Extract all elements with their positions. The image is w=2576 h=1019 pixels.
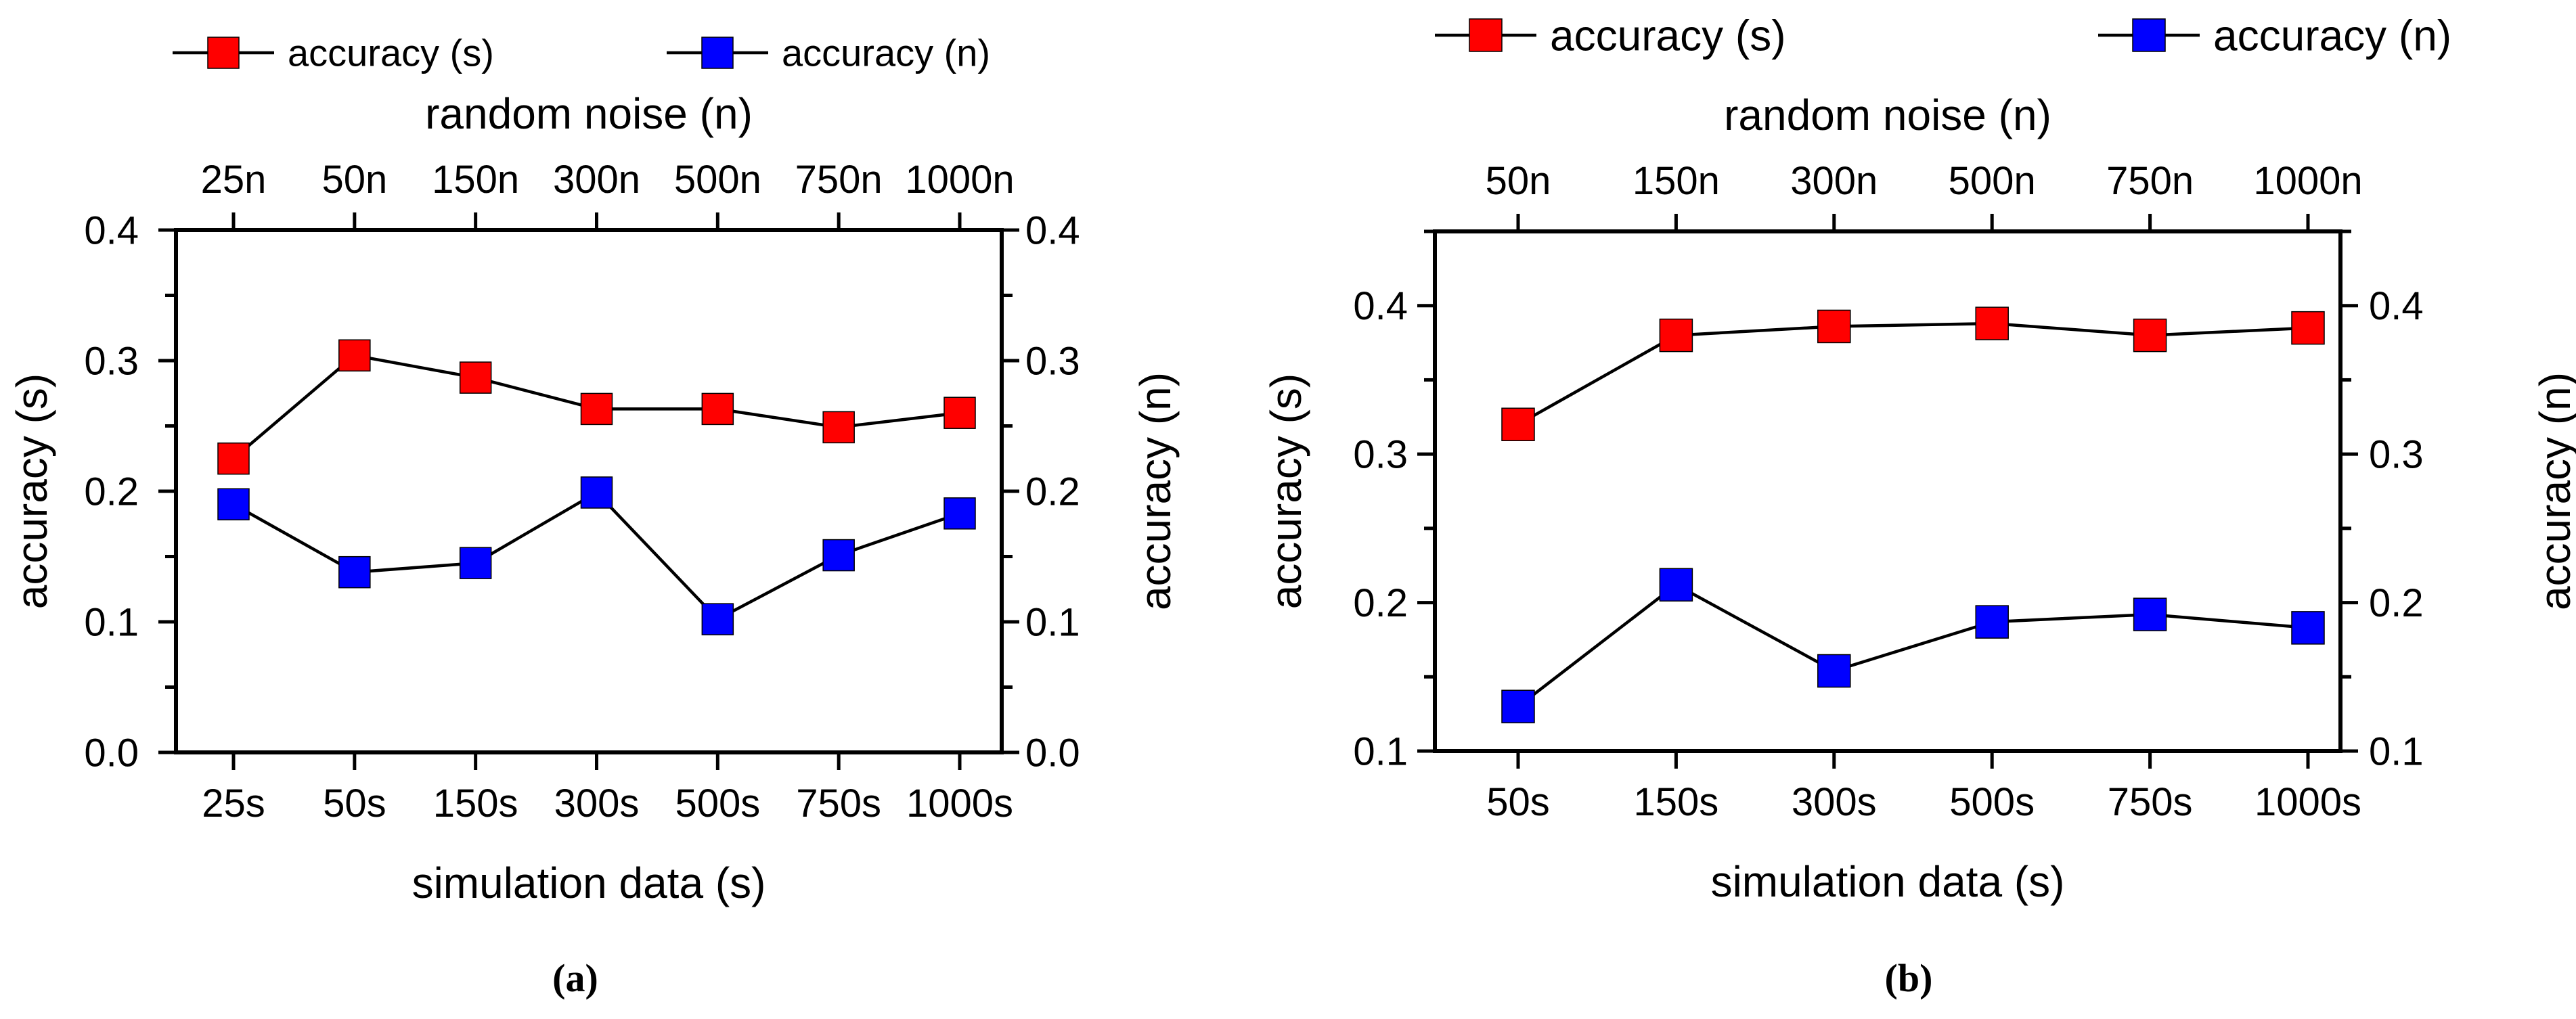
x-top-tick-label: 50n — [1486, 159, 1551, 203]
y-left-tick-label: 0.4 — [1353, 284, 1408, 328]
data-point-s — [2291, 311, 2325, 345]
data-point-s — [217, 443, 250, 475]
data-point-n — [459, 547, 492, 579]
data-point-n — [338, 556, 371, 589]
data-point-n — [1501, 689, 1535, 723]
x-top-tick-label: 25n — [201, 158, 267, 202]
data-point-s — [1975, 307, 2009, 340]
x-bottom-tick-label: 750s — [2108, 780, 2193, 824]
x-top-tick-label: 150n — [1633, 159, 1720, 203]
x-top-tick-label: 500n — [1949, 159, 2036, 203]
data-point-s — [1817, 309, 1851, 344]
x-top-tick-label: 750n — [795, 158, 883, 202]
x-bottom-tick-label: 750s — [796, 782, 881, 825]
data-point-s — [822, 411, 855, 444]
legend-marker — [2132, 18, 2166, 52]
x-bottom-tick-label: 500s — [675, 782, 760, 825]
data-point-n — [1817, 654, 1851, 688]
y-right-tick-label: 0.4 — [1025, 208, 1080, 252]
data-point-n — [822, 539, 855, 572]
data-point-s — [1501, 407, 1535, 442]
x-top-tick-label: 750n — [2106, 159, 2194, 203]
y-right-tick-label: 0.0 — [1025, 731, 1080, 775]
data-point-s — [943, 397, 976, 429]
x-top-tick-label: 300n — [553, 158, 640, 202]
x-top-tick-label: 1000n — [905, 158, 1014, 202]
y-right-tick-label: 0.1 — [2369, 729, 2424, 773]
y-left-tick-label: 0.0 — [84, 731, 139, 775]
x-top-tick-label: 150n — [432, 158, 519, 202]
data-point-n — [580, 476, 613, 509]
x-top-axis-title: random noise (n) — [1724, 91, 2051, 139]
x-top-tick-label: 300n — [1790, 159, 1878, 203]
data-point-n — [701, 603, 734, 635]
data-point-s — [2133, 318, 2167, 353]
x-bottom-tick-label: 150s — [433, 782, 518, 825]
y-right-tick-label: 0.1 — [1025, 600, 1080, 644]
x-bottom-tick-label: 1000s — [906, 782, 1013, 825]
x-bottom-tick-label: 1000s — [2255, 780, 2361, 824]
y-right-axis-title: accuracy (n) — [2531, 372, 2576, 610]
data-point-s — [701, 392, 734, 426]
y-left-tick-label: 0.1 — [1353, 729, 1408, 773]
data-point-s — [338, 339, 371, 372]
y-left-axis-title: accuracy (s) — [1262, 373, 1310, 610]
x-bottom-tick-label: 500s — [1949, 780, 2035, 824]
y-right-tick-label: 0.3 — [2369, 432, 2424, 476]
data-point-n — [1659, 568, 1693, 602]
x-bottom-tick-label: 25s — [202, 782, 265, 825]
x-top-tick-label: 500n — [674, 158, 761, 202]
legend-label: accuracy (s) — [1550, 11, 1786, 60]
legend-label: accuracy (s) — [288, 32, 494, 74]
y-left-tick-label: 0.3 — [84, 339, 139, 383]
y-left-axis-title: accuracy (s) — [7, 373, 56, 610]
y-left-tick-label: 0.2 — [84, 470, 139, 514]
x-bottom-axis-title: simulation data (s) — [412, 859, 766, 907]
panel-caption: (a) — [552, 956, 598, 1000]
data-point-s — [580, 392, 613, 426]
y-right-axis-title: accuracy (n) — [1131, 372, 1180, 610]
y-left-tick-label: 0.2 — [1353, 581, 1408, 625]
legend-marker — [1469, 18, 1503, 52]
data-point-s — [1659, 318, 1693, 353]
x-top-tick-label: 1000n — [2253, 159, 2362, 203]
legend-marker — [701, 37, 734, 69]
x-top-tick-label: 50n — [321, 158, 387, 202]
data-point-n — [1975, 605, 2009, 639]
x-bottom-tick-label: 50s — [323, 782, 386, 825]
plot-frame — [1433, 229, 2342, 753]
data-point-n — [2133, 597, 2167, 631]
legend-marker — [207, 37, 240, 69]
y-left-tick-label: 0.3 — [1353, 432, 1408, 476]
x-bottom-tick-label: 150s — [1634, 780, 1719, 824]
x-bottom-axis-title: simulation data (s) — [1711, 857, 2065, 906]
y-left-tick-label: 0.4 — [84, 208, 139, 252]
x-top-axis-title: random noise (n) — [425, 89, 753, 138]
y-right-tick-label: 0.2 — [2369, 581, 2424, 625]
panel-caption: (b) — [1885, 956, 1933, 1000]
legend-label: accuracy (n) — [782, 32, 990, 74]
data-point-n — [217, 488, 250, 521]
series-line-s — [1517, 321, 2309, 426]
x-bottom-tick-label: 50s — [1486, 780, 1550, 824]
x-bottom-tick-label: 300s — [1792, 780, 1877, 824]
y-right-tick-label: 0.3 — [1025, 339, 1080, 383]
x-bottom-tick-label: 300s — [554, 782, 640, 825]
y-right-tick-label: 0.4 — [2369, 284, 2424, 328]
y-right-tick-label: 0.2 — [1025, 470, 1080, 514]
series-line-n — [1517, 583, 2309, 708]
data-point-n — [943, 497, 976, 530]
y-left-tick-label: 0.1 — [84, 600, 139, 644]
data-point-n — [2291, 611, 2325, 645]
data-point-s — [459, 361, 492, 394]
legend-label: accuracy (n) — [2213, 11, 2451, 60]
